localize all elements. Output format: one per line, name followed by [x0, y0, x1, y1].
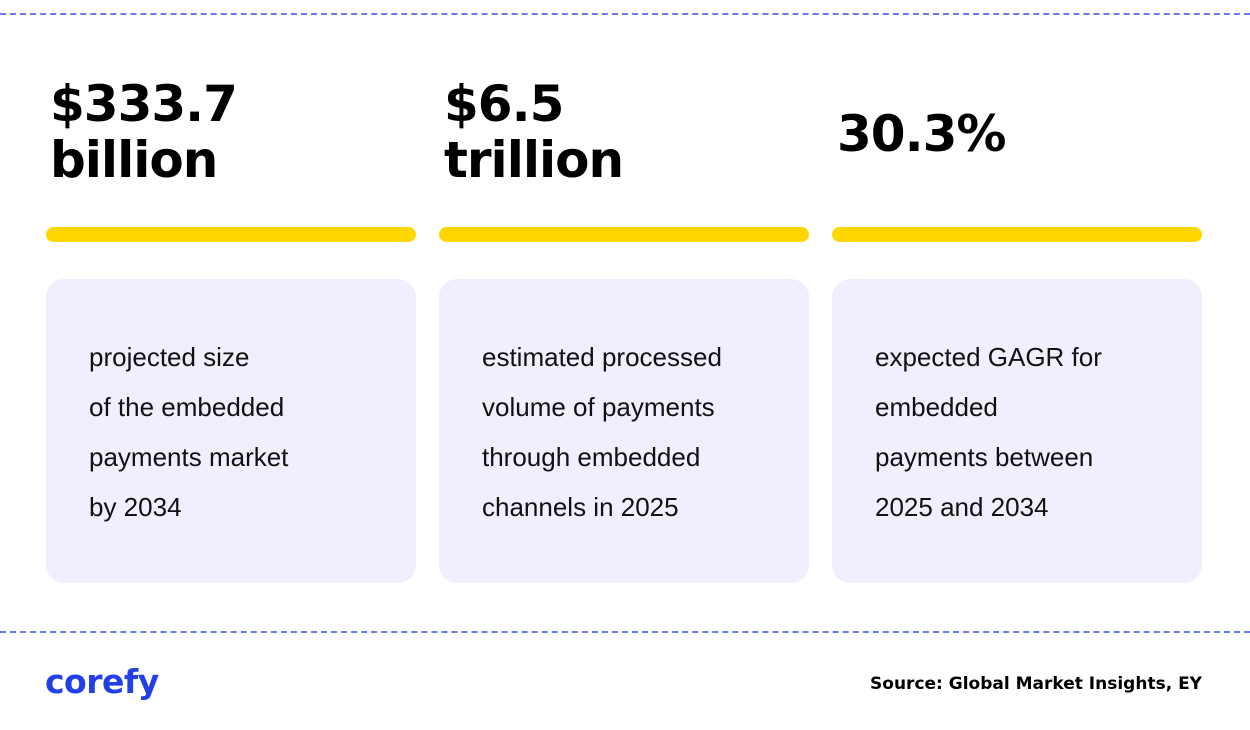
- corefy-logo: corefy: [45, 662, 159, 701]
- top-dashed-divider: [0, 13, 1250, 15]
- stat-description: estimated processed volume of payments t…: [482, 332, 782, 532]
- accent-bar: [439, 227, 809, 242]
- stat-value-line: $6.5: [444, 75, 564, 133]
- description-line: projected size: [89, 342, 250, 372]
- stat-value-line: $333.7: [50, 75, 238, 133]
- stat-card-market-size: projected size of the embedded payments …: [46, 279, 416, 583]
- accent-bar: [46, 227, 416, 242]
- stat-card-growth-rate: expected GAGR for embedded payments betw…: [832, 279, 1202, 583]
- stat-description: expected GAGR for embedded payments betw…: [875, 332, 1175, 532]
- source-note: Source: Global Market Insights, EY: [870, 674, 1202, 694]
- stat-value-processed-volume: $6.5 trillion: [444, 75, 624, 189]
- stat-card-processed-volume: estimated processed volume of payments t…: [439, 279, 809, 583]
- stat-value-line: trillion: [444, 131, 624, 189]
- description-line: expected GAGR for: [875, 342, 1102, 372]
- stat-description: projected size of the embedded payments …: [89, 332, 389, 532]
- stat-value-market-size: $333.7 billion: [50, 75, 238, 189]
- description-line: estimated processed: [482, 342, 722, 372]
- description-line: embedded: [875, 392, 998, 422]
- description-line: of the embedded: [89, 392, 285, 422]
- stat-value-line: 30.3%: [837, 105, 1006, 163]
- description-line: by 2034: [89, 492, 182, 522]
- description-line: payments market: [89, 442, 289, 472]
- description-line: 2025 and 2034: [875, 492, 1049, 522]
- stat-value-line: billion: [50, 131, 218, 189]
- accent-bar: [832, 227, 1202, 242]
- description-line: volume of payments: [482, 392, 715, 422]
- stat-value-growth-rate: 30.3%: [837, 105, 1006, 163]
- bottom-dashed-divider: [0, 631, 1250, 633]
- description-line: payments between: [875, 442, 1094, 472]
- description-line: channels in 2025: [482, 492, 679, 522]
- description-line: through embedded: [482, 442, 701, 472]
